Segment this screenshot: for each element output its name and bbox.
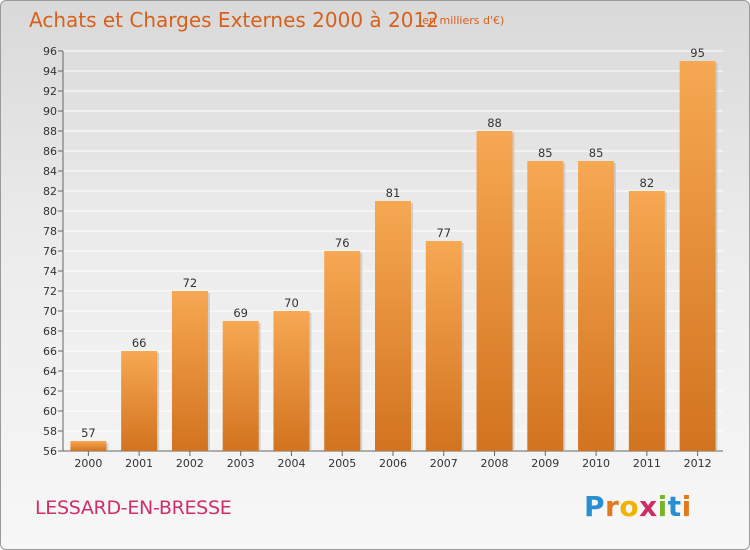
y-tick-label: 78 [43,225,57,238]
bar [578,161,615,451]
y-tick-label: 94 [43,65,57,78]
data-label: 66 [132,336,147,350]
x-tick-label: 2010 [582,457,610,470]
y-tick-label: 96 [43,45,57,58]
bar [121,351,158,451]
y-tick-label: 86 [43,145,57,158]
data-label: 76 [335,236,350,250]
bar [375,201,411,451]
y-tick-label: 92 [43,85,57,98]
bar [222,321,259,451]
bar [70,441,107,451]
bar [628,191,665,451]
y-tick-label: 76 [43,245,57,258]
x-tick-label: 2000 [74,457,102,470]
chart-title: Achats et Charges Externes 2000 à 2012 [29,8,439,32]
chart-unit-note: (en milliers d'€) [418,14,505,27]
x-tick-label: 2001 [125,457,153,470]
data-label: 88 [487,116,502,130]
x-tick-label: 2003 [227,457,255,470]
data-label: 77 [436,226,451,240]
y-tick-label: 70 [43,305,57,318]
bar [527,161,564,451]
bar [171,291,208,451]
x-axis-ticks: 2000 2001 2002 2003 2004 2005 2006 2007 2008 2009… [74,451,712,470]
x-tick-label: 2004 [277,457,305,470]
y-tick-label: 80 [43,205,57,218]
bar [679,61,716,451]
data-labels: 57 66 72 69 70 76 81 77 88 85 85 82 95 [81,46,705,440]
data-label: 72 [183,276,198,290]
x-tick-label: 2011 [633,457,661,470]
y-tick-label: 60 [43,405,57,418]
bar [273,311,310,451]
bar [476,131,513,451]
y-tick-label: 56 [43,445,57,458]
brand-logo: Proxiti [584,490,692,523]
y-tick-label: 62 [43,385,57,398]
location-label: LESSARD-EN-BRESSE [35,497,232,519]
y-tick-label: 64 [43,365,57,378]
bar [425,241,462,451]
x-tick-label: 2008 [481,457,509,470]
y-tick-label: 84 [43,165,57,178]
data-label: 81 [386,186,401,200]
x-tick-label: 2002 [176,457,204,470]
y-axis-ticks: 56 58 60 62 64 66 68 70 72 74 76 78 80 82 84 86 88 90 92 94… [43,45,57,458]
bar [324,251,361,451]
y-tick-label: 58 [43,425,57,438]
y-tick-label: 72 [43,285,57,298]
data-label: 85 [538,146,553,160]
x-tick-label: 2007 [430,457,458,470]
x-tick-label: 2012 [684,457,712,470]
x-tick-label: 2009 [531,457,559,470]
y-tick-label: 68 [43,325,57,338]
data-label: 85 [589,146,604,160]
y-tick-label: 88 [43,125,57,138]
bars [70,61,718,451]
y-tick-label: 82 [43,185,57,198]
data-label: 95 [690,46,705,60]
data-label: 82 [640,176,655,190]
data-label: 69 [233,306,248,320]
data-label: 70 [284,296,299,310]
x-tick-label: 2006 [379,457,407,470]
x-tick-label: 2005 [328,457,356,470]
y-tick-label: 90 [43,105,57,118]
data-label: 57 [81,426,96,440]
y-tick-label: 66 [43,345,57,358]
y-tick-label: 74 [43,265,57,278]
